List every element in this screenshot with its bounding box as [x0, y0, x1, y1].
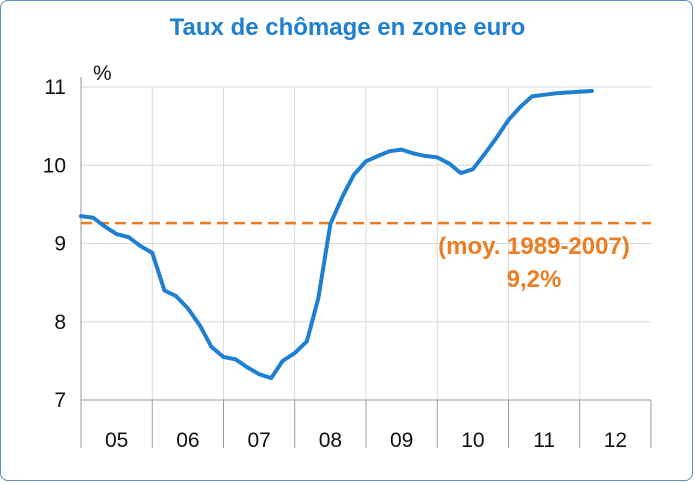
- y-tick-label: 7: [54, 389, 66, 412]
- x-tick-label: 08: [319, 429, 342, 452]
- axes: 7 8 9 10 11 05 06 07 08 09 10 11 12: [43, 76, 652, 452]
- y-tick-label: 11: [44, 76, 66, 99]
- reference-line-label: (moy. 1989-2007): [438, 233, 630, 260]
- y-tick-label: 9: [54, 233, 66, 256]
- x-tick-label: 05: [105, 429, 128, 452]
- chart-title: Taux de chômage en zone euro: [169, 14, 526, 41]
- y-tick-label: 10: [43, 154, 66, 177]
- reference-line-value: 9,2%: [507, 266, 562, 293]
- y-axis-unit-label: %: [93, 62, 112, 85]
- y-tick-label: 8: [54, 311, 66, 334]
- series-group: [79, 88, 594, 381]
- x-tick-label: 06: [176, 429, 199, 452]
- x-tick-label: 12: [604, 429, 627, 452]
- x-tick-label: 09: [390, 429, 413, 452]
- grid-lines: [81, 86, 651, 400]
- series-line: [79, 88, 594, 381]
- x-tick-label: 07: [247, 429, 270, 452]
- x-tick-label: 10: [461, 429, 484, 452]
- x-tick-label: 11: [533, 429, 555, 452]
